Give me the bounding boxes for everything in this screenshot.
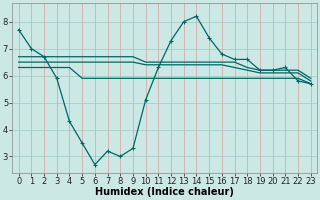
X-axis label: Humidex (Indice chaleur): Humidex (Indice chaleur) [95, 187, 234, 197]
